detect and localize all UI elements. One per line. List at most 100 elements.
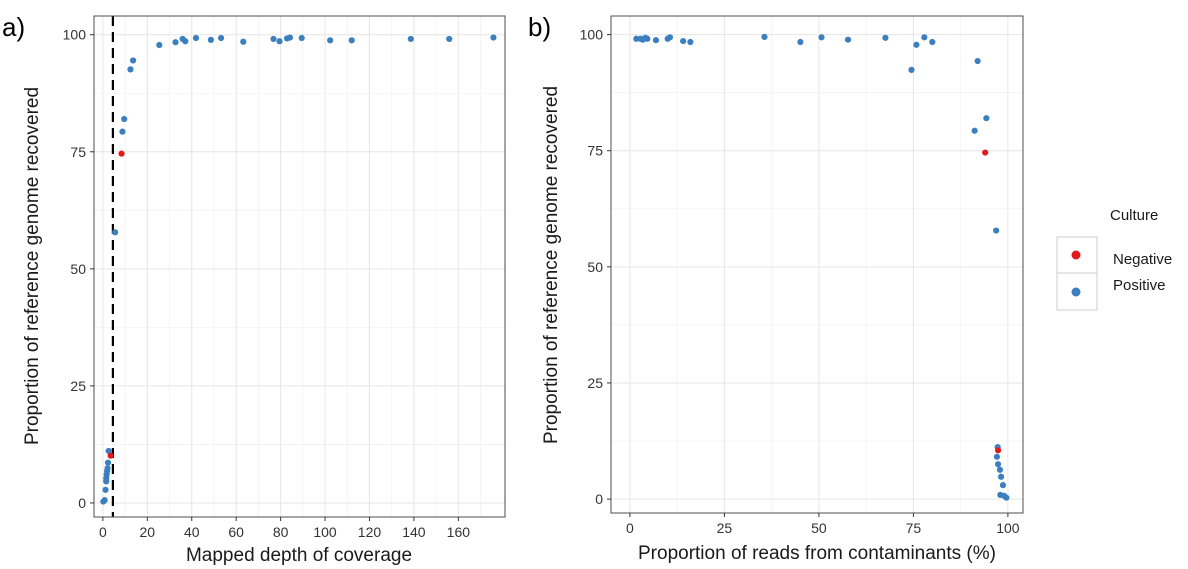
panel-a-x-ticks: 0 20 40 60 80 100 120 140 160 — [99, 517, 470, 540]
panel-b-x-axis-title: Proportion of reads from contaminants (%… — [638, 543, 996, 564]
data-point-positive — [101, 497, 108, 504]
data-point-positive — [996, 466, 1004, 473]
data-point-positive — [182, 38, 189, 45]
x-tick-label: 100 — [313, 524, 337, 540]
panel-a-tag: a) — [2, 12, 25, 42]
x-tick-label: 40 — [184, 524, 200, 540]
y-tick-label: 100 — [580, 27, 604, 43]
data-point-positive — [974, 57, 981, 65]
panel-b: b) 0 25 50 75 100 0 25 50 75 100 Proportion of r… — [528, 12, 1024, 564]
y-tick-label: 25 — [70, 378, 86, 394]
x-tick-label: 100 — [996, 520, 1020, 536]
panel-a: a) 0 20 40 60 80 100 120 140 160 0 25 50 75 100 Mapp… — [2, 12, 506, 566]
data-point-positive — [644, 35, 651, 42]
data-point-positive — [999, 482, 1007, 489]
legend-label-negative: Negative — [1113, 251, 1172, 268]
panel-a-points — [100, 34, 497, 505]
panel-a-grid — [94, 16, 505, 517]
data-point-positive — [687, 38, 694, 46]
data-point-positive — [994, 461, 1002, 468]
data-point-positive — [104, 465, 111, 472]
data-point-negative — [982, 149, 989, 156]
data-point-negative — [118, 150, 125, 157]
legend-swatch-positive — [1071, 287, 1081, 297]
data-point-positive — [971, 127, 978, 134]
data-point-positive — [652, 37, 660, 44]
data-point-positive — [240, 38, 247, 45]
x-tick-label: 25 — [717, 520, 733, 536]
legend-title: Culture — [1110, 207, 1158, 224]
data-point-positive — [270, 35, 277, 43]
data-point-positive — [818, 34, 825, 41]
data-point-positive — [1003, 494, 1010, 501]
data-point-positive — [983, 115, 990, 122]
y-tick-label: 50 — [587, 259, 603, 275]
panel-a-y-ticks: 0 25 50 75 100 — [63, 27, 94, 511]
y-tick-label: 50 — [70, 261, 86, 277]
data-point-positive — [407, 35, 414, 43]
data-point-positive — [217, 34, 225, 42]
data-point-positive — [921, 34, 928, 41]
data-point-positive — [761, 33, 768, 41]
x-tick-label: 0 — [99, 524, 107, 540]
y-tick-label: 25 — [587, 375, 603, 391]
panel-a-border — [93, 15, 506, 518]
data-point-positive — [130, 57, 137, 64]
data-point-positive — [908, 66, 915, 73]
data-point-positive — [446, 35, 453, 43]
x-tick-label: 20 — [140, 524, 156, 540]
data-point-positive — [286, 34, 294, 41]
data-point-positive — [121, 115, 128, 123]
data-point-positive — [348, 37, 355, 44]
data-point-positive — [797, 38, 804, 46]
y-tick-label: 75 — [587, 143, 603, 159]
data-point-positive — [327, 37, 334, 44]
data-point-positive — [105, 447, 112, 455]
legend-key-positive — [1056, 272, 1098, 311]
panel-b-points — [633, 33, 1010, 501]
x-tick-label: 140 — [402, 524, 426, 540]
legend-swatch-negative — [1071, 250, 1081, 260]
data-point-positive — [298, 34, 305, 42]
data-point-positive — [997, 473, 1005, 480]
panel-b-y-ticks: 0 25 50 75 100 — [580, 27, 611, 507]
data-point-positive — [192, 34, 200, 42]
legend: Culture Negative Positive — [1056, 207, 1172, 311]
data-point-positive — [993, 453, 1001, 460]
data-point-positive — [913, 41, 920, 48]
data-point-positive — [276, 38, 283, 45]
panel-b-tag: b) — [528, 12, 551, 42]
data-point-positive — [102, 486, 109, 493]
panel-a-plot-area — [94, 16, 505, 517]
x-tick-label: 120 — [358, 524, 382, 540]
data-point-positive — [680, 37, 687, 45]
x-tick-label: 160 — [447, 524, 471, 540]
data-point-positive — [929, 38, 936, 46]
x-tick-label: 75 — [906, 520, 922, 536]
data-point-positive — [156, 41, 163, 49]
y-tick-label: 100 — [63, 27, 87, 43]
data-point-positive — [993, 227, 1000, 234]
panel-a-x-axis-title: Mapped depth of coverage — [186, 545, 412, 566]
data-point-positive — [666, 34, 674, 41]
y-tick-label: 75 — [70, 144, 86, 160]
data-point-positive — [127, 66, 134, 73]
data-point-negative — [994, 447, 1002, 454]
panel-b-grid — [611, 16, 1023, 513]
panel-b-y-axis-title: Proportion of reference genome recovered — [541, 86, 562, 444]
data-point-negative — [107, 452, 114, 459]
panel-b-border — [610, 15, 1024, 514]
legend-key-negative — [1056, 236, 1098, 274]
data-point-positive — [490, 34, 497, 41]
x-tick-label: 80 — [273, 524, 289, 540]
legend-label-positive: Positive — [1113, 277, 1166, 294]
y-tick-label: 0 — [595, 491, 603, 507]
data-point-positive — [119, 128, 126, 135]
data-point-positive — [207, 36, 214, 43]
panel-a-y-axis-title: Proportion of reference genome recovered — [22, 87, 43, 445]
x-tick-label: 50 — [811, 520, 827, 536]
data-point-positive — [104, 459, 112, 466]
data-point-positive — [172, 39, 179, 46]
data-point-positive — [112, 229, 119, 236]
